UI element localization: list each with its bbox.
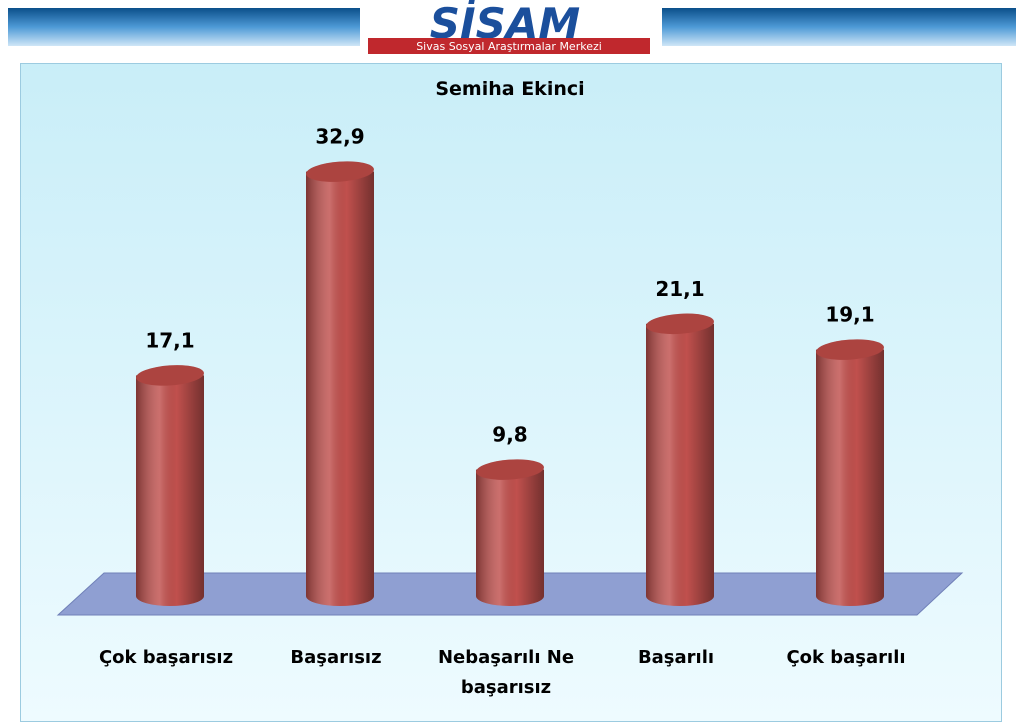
bar (476, 459, 544, 606)
bar-part (476, 469, 544, 596)
bar-part (136, 375, 204, 596)
bar (816, 339, 884, 606)
bar-part (476, 459, 544, 480)
x-tick-label: Çok başarılı (786, 647, 906, 668)
logo-ribbon (368, 38, 650, 54)
chart-title: Semiha Ekinci (435, 78, 584, 100)
bar-part (476, 459, 544, 480)
bar-part (136, 365, 204, 386)
value-label: 9,8 (492, 423, 527, 447)
bar-part (646, 323, 714, 596)
bar-part (816, 339, 884, 360)
bar (646, 313, 714, 606)
logo-subtitle: Sivas Sosyal Araştırmalar Merkezi (416, 40, 602, 53)
x-tick-label: Başarılı (637, 647, 715, 668)
bar (306, 161, 374, 606)
bar-part (816, 349, 884, 596)
bar-part (646, 313, 714, 335)
bar (136, 365, 204, 606)
value-label: 17,1 (145, 328, 194, 352)
value-label: 21,1 (655, 277, 704, 301)
bar-part (816, 339, 884, 360)
value-label: 19,1 (825, 303, 874, 327)
x-tick-label: Başarısız (290, 647, 382, 668)
bar-part (306, 161, 374, 182)
bar-part (136, 365, 204, 386)
header-band (8, 8, 360, 46)
header-band (662, 8, 1016, 46)
value-label: 32,9 (315, 125, 364, 149)
bar-part (306, 161, 374, 182)
x-tick-label: Çok başarısız (98, 647, 234, 668)
x-tick-label: Nebaşarılı Ne başarısız (437, 647, 575, 698)
bar-part (306, 171, 374, 596)
bar-part (646, 313, 714, 335)
